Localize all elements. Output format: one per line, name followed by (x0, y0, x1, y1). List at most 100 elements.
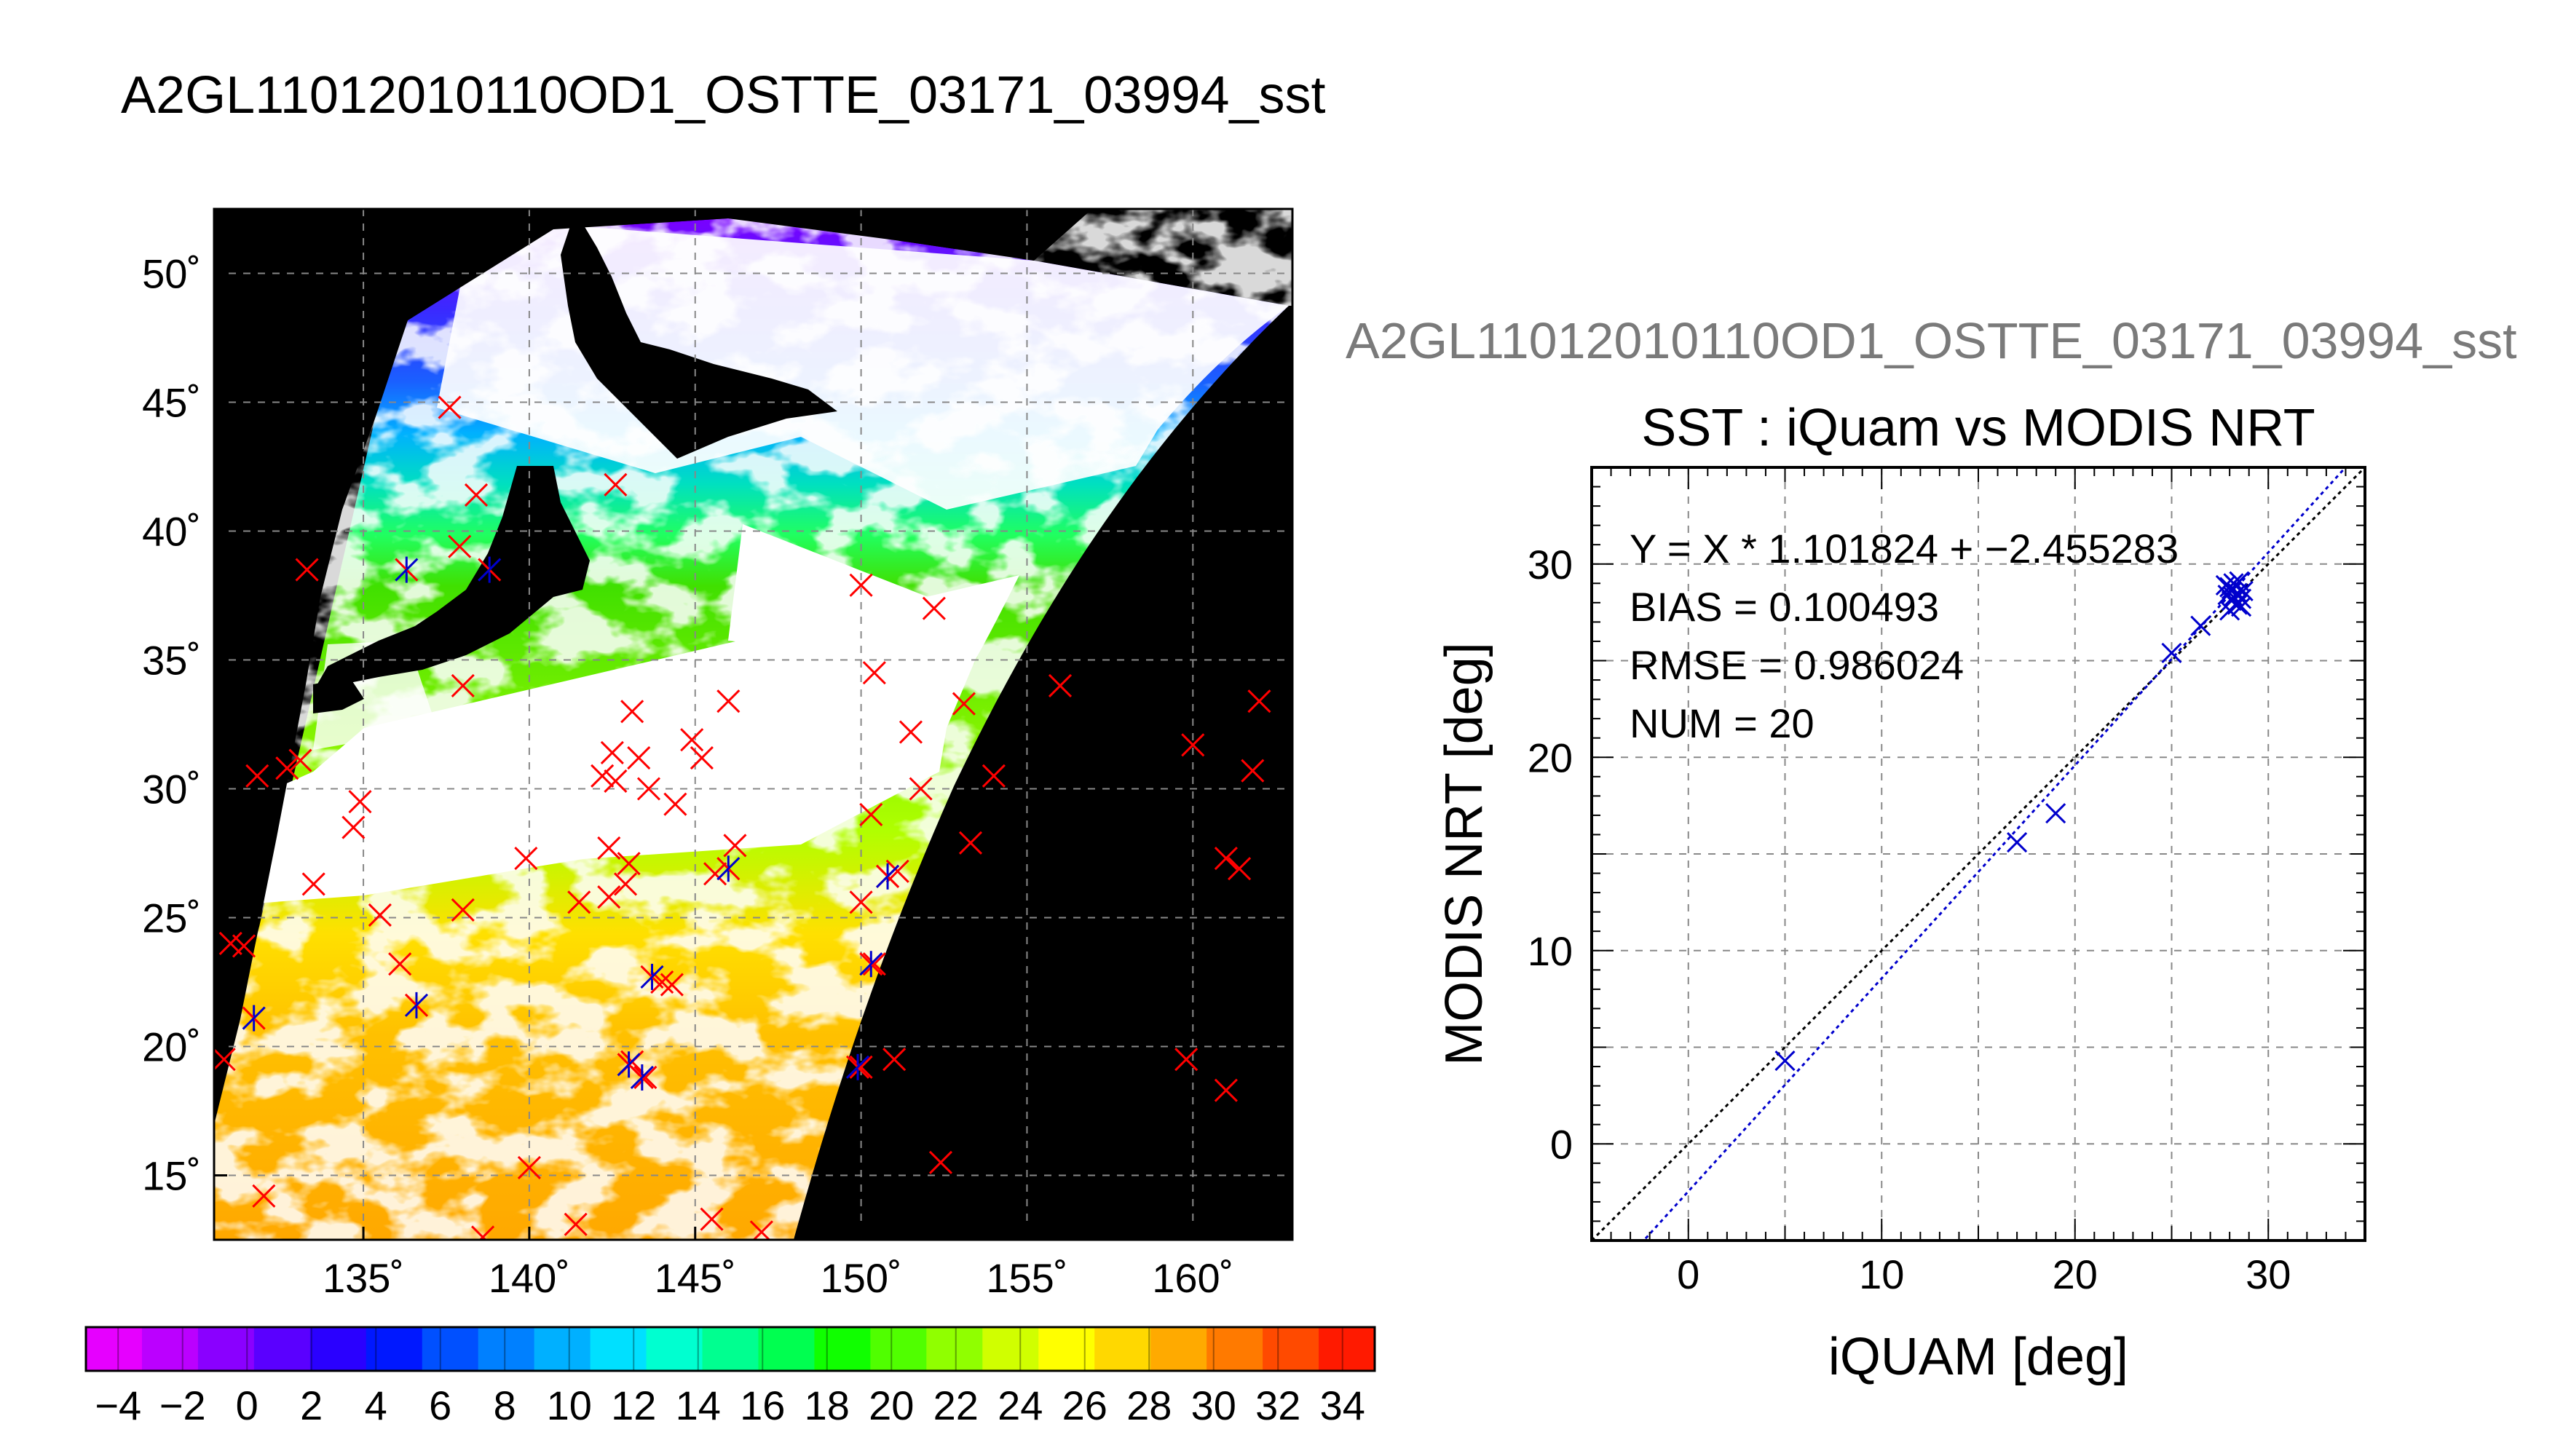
map-marker-red (663, 792, 687, 816)
map-marker-blue (404, 992, 429, 1018)
scatter-title: SST : iQuam vs MODIS NRT (1641, 399, 2315, 457)
map-marker-red (232, 934, 256, 958)
map-axis-labels: 135˚ 140˚ 145˚ 150˚ 155˚ 160˚ 50˚ 45˚ 40˚ 35˚ 30˚ 2… (142, 251, 1233, 1302)
map-marker-blue (845, 1053, 870, 1080)
map-marker-red (388, 952, 412, 976)
sst-map: 135˚ 140˚ 145˚ 150˚ 155˚ 160˚ 50˚ 45˚ 40˚ 35˚ 30˚ 2… (142, 207, 1294, 1302)
map-marker-red (275, 756, 299, 780)
colorbar-label: 2 (300, 1382, 323, 1428)
map-marker-red (849, 890, 873, 914)
scatter-title-clip: A2GL11012010110OD1_OSTTE_03171_03994_sst (1346, 312, 2555, 384)
map-marker-red (620, 700, 644, 724)
map-lon-label: 135˚ (323, 1255, 404, 1301)
colorbar-label: 26 (1062, 1382, 1107, 1428)
colorbar-cell (982, 1327, 1040, 1371)
colorbar-cell (758, 1327, 816, 1371)
map-marker-red (703, 862, 727, 886)
map-marker-blue (242, 1005, 266, 1032)
map-marker-red (600, 740, 624, 765)
map-marker-red (1214, 847, 1238, 871)
scatter-point (1774, 1051, 1796, 1072)
scatter-plot: SST : iQuam vs MODIS NRT 0 10 20 300102030 … (1435, 399, 2366, 1386)
map-marker-red (1174, 1048, 1198, 1072)
map-marker-red (604, 769, 628, 793)
scatter-y-axis-label: MODIS NRT [deg] (1435, 642, 1493, 1066)
colorbar-label: 10 (547, 1382, 592, 1428)
map-marker-red (567, 890, 591, 914)
map-marker-red (700, 1207, 724, 1231)
map-marker-red (723, 834, 747, 858)
map-marker-red (341, 815, 366, 839)
map-marker-red (591, 764, 615, 788)
scatter-point (2227, 594, 2248, 615)
scatter-point (2221, 579, 2242, 600)
colorbar-cell (590, 1327, 647, 1371)
colorbar-labels: −4 −2 0 2 4 6 8 10 12 14 16 18 20 22 24 26 28 30 32 34 (95, 1327, 1365, 1428)
map-marker-red (1214, 1078, 1238, 1102)
map-lon-label: 140˚ (489, 1255, 570, 1301)
map-marker-red (849, 573, 873, 597)
colorbar-cell (702, 1327, 759, 1371)
colorbar-cell (1094, 1327, 1152, 1371)
scatter-point (2007, 832, 2028, 853)
colorbar-label: −2 (159, 1382, 206, 1428)
map-marker-red (909, 777, 933, 801)
map-marker-red (982, 764, 1006, 788)
map-marker-blue (859, 951, 883, 978)
map-lat-label: 35˚ (142, 638, 201, 684)
map-marker-red (716, 689, 741, 713)
scatter-x-tick-label: 0 (1677, 1251, 1699, 1297)
colorbar-cell (478, 1327, 535, 1371)
map-lat-label: 30˚ (142, 767, 201, 812)
colorbar-label: 14 (676, 1382, 721, 1428)
colorbar-cell (534, 1327, 591, 1371)
scatter-x-tick-label: 20 (2053, 1251, 2098, 1297)
colorbar-label: 30 (1191, 1382, 1236, 1428)
colorbar-cell (141, 1327, 199, 1371)
map-marker-blue (630, 1064, 654, 1091)
map-marker-red (862, 661, 886, 685)
colorbar-label: 22 (933, 1382, 979, 1428)
colorbar-cell (646, 1327, 703, 1371)
colorbar-cell (366, 1327, 423, 1371)
map-lon-label: 155˚ (986, 1255, 1067, 1301)
scatter-y-tick-label: 0 (1550, 1121, 1573, 1167)
map-marker-red (613, 872, 638, 896)
land-sakhalin-hokkaido (561, 211, 837, 459)
scatter-x-tick-label: 10 (1859, 1251, 1904, 1297)
map-marker-red (1048, 673, 1073, 697)
colorbar-cell (1207, 1327, 1264, 1371)
map-marker-red (849, 1055, 873, 1079)
map-marker-red (514, 847, 538, 871)
map-marker-red (597, 885, 621, 909)
map-lat-label: 40˚ (142, 509, 201, 555)
map-marker-red (660, 973, 684, 997)
scatter-annotation: BIAS = 0.100493 (1630, 584, 1939, 630)
map-marker-red (517, 1155, 541, 1179)
colorbar-label: 18 (805, 1382, 850, 1428)
map-marker-red (859, 802, 883, 826)
scatter-y-tick-label: 30 (1528, 542, 1573, 587)
map-marker-blue (395, 556, 419, 583)
colorbar-cell (86, 1327, 143, 1371)
map-marker-red (464, 483, 489, 507)
colorbar-cell (1263, 1327, 1320, 1371)
map-markers (214, 395, 1271, 1240)
map-lat-label: 15˚ (142, 1153, 201, 1199)
scatter-annotation: Y = X * 1.101824 + −2.455283 (1630, 526, 2179, 571)
map-marker-red (958, 831, 983, 855)
colorbar-cell (1150, 1327, 1208, 1371)
map-marker-red (448, 534, 472, 558)
map-marker-red (633, 1065, 657, 1090)
colorbar-frame (84, 1326, 1376, 1372)
map-lat-label: 25˚ (142, 895, 201, 941)
map-marker-red (690, 745, 714, 770)
map-marker-red (922, 596, 946, 620)
regression-line (1642, 467, 2347, 1241)
map-marker-red (564, 1212, 588, 1236)
colorbar-label: 34 (1320, 1382, 1365, 1428)
map-lat-label: 45˚ (142, 380, 201, 426)
map-marker-red (1247, 689, 1271, 713)
scatter-annotation: RMSE = 0.986024 (1630, 642, 1964, 688)
colorbar-label: 32 (1255, 1382, 1300, 1428)
